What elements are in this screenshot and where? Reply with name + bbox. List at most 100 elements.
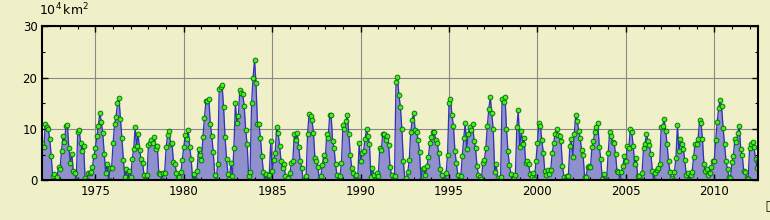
Point xyxy=(739,170,752,174)
Point xyxy=(99,171,112,174)
Point xyxy=(178,145,190,149)
Point xyxy=(628,163,641,166)
Point xyxy=(239,128,252,132)
Point xyxy=(658,117,671,121)
Point xyxy=(400,176,413,179)
Point xyxy=(105,167,118,170)
Point xyxy=(384,165,397,169)
Point xyxy=(272,131,284,135)
Point xyxy=(62,123,74,126)
Point xyxy=(182,128,194,131)
Point xyxy=(65,152,78,156)
Point xyxy=(527,172,539,175)
Point xyxy=(229,101,242,104)
Point xyxy=(154,173,166,176)
Point xyxy=(92,125,105,128)
Text: 年: 年 xyxy=(765,200,770,213)
Point xyxy=(462,132,474,136)
Point xyxy=(189,178,202,182)
Point xyxy=(465,128,477,132)
Point xyxy=(515,129,527,133)
Point xyxy=(283,176,295,180)
Point xyxy=(667,178,679,182)
Point xyxy=(62,147,75,150)
Point xyxy=(422,155,434,159)
Point xyxy=(509,174,521,177)
Point xyxy=(38,146,50,149)
Point xyxy=(110,115,122,119)
Point xyxy=(223,177,236,180)
Point xyxy=(471,165,484,168)
Point xyxy=(413,150,426,154)
Point xyxy=(518,137,531,140)
Point xyxy=(236,93,249,96)
Point xyxy=(352,178,364,182)
Point xyxy=(447,124,460,128)
Point xyxy=(695,121,707,124)
Point xyxy=(262,178,274,182)
Point xyxy=(386,173,398,177)
Point xyxy=(577,153,589,157)
Point xyxy=(94,111,106,114)
Point xyxy=(478,158,490,162)
Point xyxy=(624,127,637,130)
Point xyxy=(677,147,689,150)
Point xyxy=(179,133,192,137)
Point xyxy=(404,130,417,134)
Point xyxy=(460,148,473,151)
Point xyxy=(484,95,497,99)
Point xyxy=(316,163,329,167)
Point xyxy=(544,168,557,172)
Point xyxy=(120,167,132,171)
Point xyxy=(500,127,513,130)
Point xyxy=(126,158,139,161)
Point xyxy=(112,101,124,105)
Point xyxy=(254,136,266,139)
Point xyxy=(194,153,206,157)
Point xyxy=(721,167,734,171)
Point xyxy=(275,159,287,163)
Point xyxy=(555,139,567,143)
Point xyxy=(454,175,467,178)
Point xyxy=(549,132,561,136)
Point xyxy=(536,139,548,142)
Point xyxy=(696,137,708,141)
Point xyxy=(436,173,448,176)
Point xyxy=(531,141,544,144)
Point xyxy=(393,93,405,97)
Point xyxy=(117,158,129,162)
Point xyxy=(330,163,342,166)
Point xyxy=(736,154,748,157)
Point xyxy=(568,132,581,136)
Point xyxy=(643,143,655,146)
Point xyxy=(265,139,277,143)
Point xyxy=(673,149,685,153)
Point xyxy=(286,159,299,163)
Point xyxy=(691,142,703,145)
Point xyxy=(373,146,386,150)
Point xyxy=(82,171,94,175)
Point xyxy=(188,172,200,176)
Point xyxy=(693,119,705,122)
Point xyxy=(758,161,770,164)
Point xyxy=(199,100,212,103)
Point xyxy=(556,164,568,168)
Point xyxy=(83,171,95,175)
Point xyxy=(670,156,682,160)
Point xyxy=(707,159,719,162)
Point xyxy=(588,139,600,142)
Point xyxy=(557,175,570,178)
Point xyxy=(497,100,510,104)
Point xyxy=(276,166,289,170)
Point xyxy=(278,162,290,165)
Point xyxy=(605,134,618,137)
Point xyxy=(378,132,390,136)
Point xyxy=(680,173,692,176)
Point xyxy=(370,171,383,175)
Point xyxy=(175,171,187,174)
Point xyxy=(449,149,461,153)
Point xyxy=(391,75,403,79)
Point xyxy=(748,146,760,149)
Point xyxy=(412,138,424,142)
Point xyxy=(665,176,678,180)
